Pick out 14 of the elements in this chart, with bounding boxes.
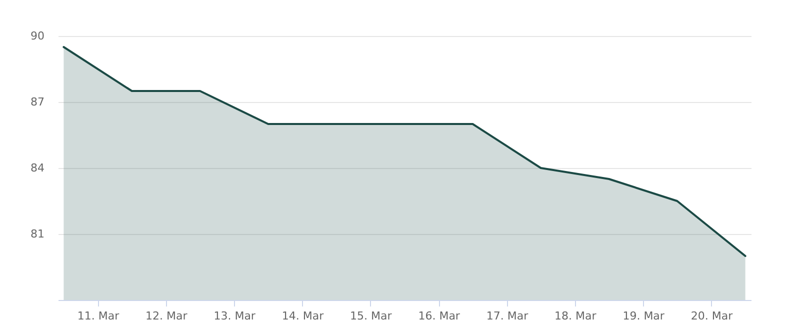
y-tick-label: 84 (30, 162, 44, 174)
x-tick-label: 19. Mar (622, 310, 665, 322)
y-tick-label: 81 (30, 228, 44, 240)
x-tick-label: 11. Mar (77, 310, 120, 322)
x-tick-label: 16. Mar (418, 310, 460, 322)
x-tick-label: 15. Mar (350, 310, 392, 322)
x-tick-label: 20. Mar (690, 310, 734, 322)
y-tick-label: 90 (30, 30, 44, 42)
x-tick-label: 13. Mar (214, 310, 256, 322)
x-tick-label: 12. Mar (146, 310, 188, 322)
x-tick-label: 18. Mar (554, 310, 597, 322)
y-tick-label: 87 (30, 96, 44, 108)
x-tick-label: 14. Mar (282, 310, 324, 322)
x-tick-label: 17. Mar (486, 310, 529, 322)
